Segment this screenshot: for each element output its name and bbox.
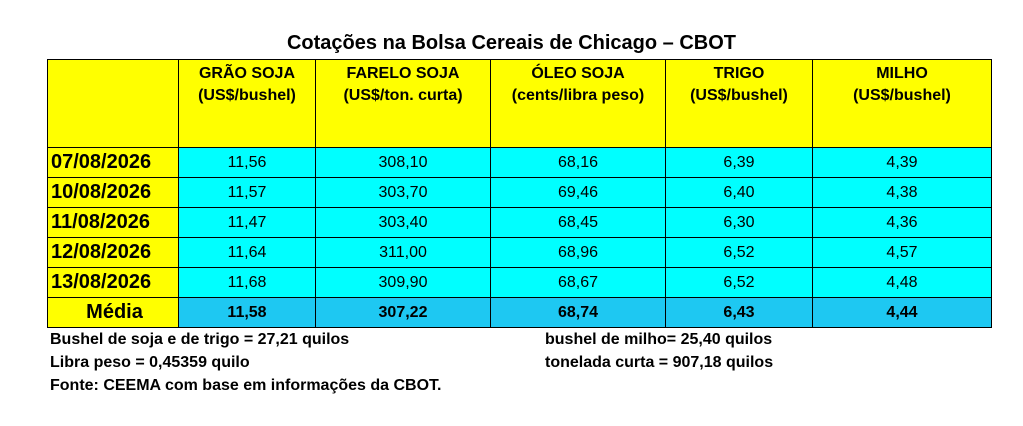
date-cell: 07/08/2026	[47, 147, 179, 178]
value-cell: 303,70	[315, 177, 491, 208]
average-label: Média	[47, 297, 179, 328]
value-cell: 68,96	[490, 237, 666, 268]
value-cell: 6,40	[665, 177, 813, 208]
date-cell: 11/08/2026	[47, 207, 179, 238]
data-row: 12/08/2026 11,64 311,00 68,96 6,52 4,57	[47, 237, 992, 268]
column-name: TRIGO	[713, 65, 765, 82]
column-header: GRÃO SOJA (US$/bushel)	[178, 59, 316, 148]
value-cell: 309,90	[315, 267, 491, 298]
value-cell: 4,48	[812, 267, 992, 298]
average-row: Média 11,58 307,22 68,74 6,43 4,44	[47, 297, 992, 328]
column-name: GRÃO SOJA	[198, 65, 295, 82]
value-cell: 11,56	[178, 147, 316, 178]
note: tonelada curta = 907,18 quilos	[545, 354, 774, 371]
column-unit: (cents/libra peso)	[511, 87, 645, 104]
column-name: MILHO	[876, 65, 928, 82]
note: bushel de milho= 25,40 quilos	[545, 331, 773, 348]
value-cell: 11,57	[178, 177, 316, 208]
data-row: 11/08/2026 11,47 303,40 68,45 6,30 4,36	[47, 207, 992, 238]
data-row: 07/08/2026 11,56 308,10 68,16 6,39 4,39	[47, 147, 992, 178]
column-header: FARELO SOJA (US$/ton. curta)	[315, 59, 491, 148]
title: Cotações na Bolsa Cereais de Chicago – C…	[286, 32, 737, 54]
value-cell: 6,30	[665, 207, 813, 238]
value-cell: 11,47	[178, 207, 316, 238]
value-cell: 311,00	[315, 237, 491, 268]
value-cell: 68,67	[490, 267, 666, 298]
column-header: ÓLEO SOJA (cents/libra peso)	[490, 59, 666, 148]
column-header: MILHO (US$/bushel)	[812, 59, 992, 148]
value-cell: 4,38	[812, 177, 992, 208]
value-cell: 6,52	[665, 267, 813, 298]
date-cell: 13/08/2026	[47, 267, 179, 298]
average-cell: 307,22	[315, 297, 491, 328]
column-unit: (US$/ton. curta)	[343, 87, 463, 104]
average-cell: 6,43	[665, 297, 813, 328]
note: Libra peso = 0,45359 quilo	[50, 354, 250, 371]
note: Bushel de soja e de trigo = 27,21 quilos	[50, 331, 350, 348]
average-cell: 11,58	[178, 297, 316, 328]
corner-cell	[47, 59, 179, 148]
value-cell: 4,36	[812, 207, 992, 238]
value-cell: 68,45	[490, 207, 666, 238]
column-unit: (US$/bushel)	[690, 87, 788, 104]
value-cell: 308,10	[315, 147, 491, 178]
header-row: GRÃO SOJA (US$/bushel) FARELO SOJA (US$/ton…	[47, 59, 992, 148]
value-cell: 4,57	[812, 237, 992, 268]
column-header: TRIGO (US$/bushel)	[665, 59, 813, 148]
date-cell: 10/08/2026	[47, 177, 179, 208]
value-cell: 68,16	[490, 147, 666, 178]
value-cell: 303,40	[315, 207, 491, 238]
column-unit: (US$/bushel)	[198, 87, 296, 104]
column-name: FARELO SOJA	[346, 65, 460, 82]
value-cell: 4,39	[812, 147, 992, 178]
data-row: 13/08/2026 11,68 309,90 68,67 6,52 4,48	[47, 267, 992, 298]
date-cell: 12/08/2026	[47, 237, 179, 268]
quotes-table: GRÃO SOJA (US$/bushel) FARELO SOJA (US$/ton…	[47, 59, 992, 328]
note: Fonte: CEEMA com base em informações da …	[50, 377, 442, 394]
data-row: 10/08/2026 11,57 303,70 69,46 6,40 4,38	[47, 177, 992, 208]
average-cell: 4,44	[812, 297, 992, 328]
value-cell: 11,64	[178, 237, 316, 268]
average-cell: 68,74	[490, 297, 666, 328]
value-cell: 69,46	[490, 177, 666, 208]
column-name: ÓLEO SOJA	[531, 65, 625, 82]
column-unit: (US$/bushel)	[853, 87, 951, 104]
value-cell: 6,52	[665, 237, 813, 268]
value-cell: 6,39	[665, 147, 813, 178]
value-cell: 11,68	[178, 267, 316, 298]
